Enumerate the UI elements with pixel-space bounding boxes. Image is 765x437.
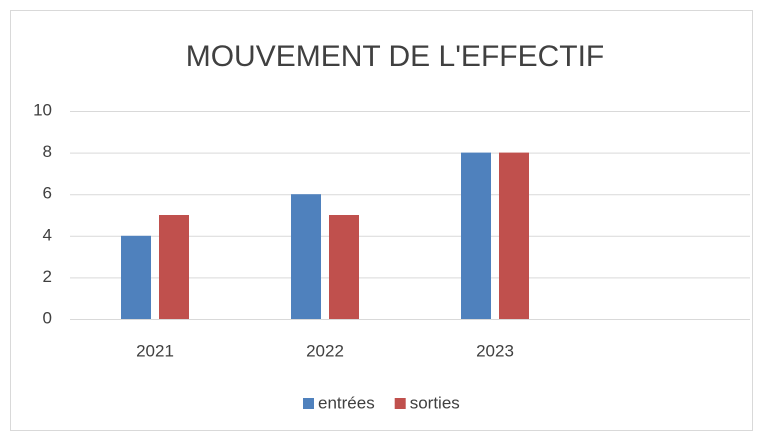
y-tick-label: 6: [43, 184, 52, 203]
chart-title: MOUVEMENT DE L'EFFECTIF: [186, 40, 605, 73]
chart-frame: [10, 10, 753, 431]
x-tick-label: 2023: [476, 341, 514, 360]
y-tick-label: 2: [43, 267, 52, 286]
y-tick-label: 10: [33, 100, 52, 119]
bar: [159, 215, 189, 319]
x-tick-label: 2021: [136, 341, 174, 360]
legend-label: sorties: [410, 393, 460, 412]
y-tick-label: 8: [43, 142, 52, 161]
bar: [461, 152, 491, 319]
bar: [121, 235, 151, 319]
bar: [499, 152, 529, 319]
legend-swatch: [394, 398, 406, 409]
legend-label: entrées: [318, 393, 375, 412]
y-tick-label: 0: [43, 308, 52, 327]
bar: [291, 194, 321, 319]
bar: [329, 215, 359, 319]
legend-swatch: [303, 398, 314, 409]
y-tick-label: 4: [43, 225, 52, 244]
x-tick-label: 2022: [306, 341, 344, 360]
